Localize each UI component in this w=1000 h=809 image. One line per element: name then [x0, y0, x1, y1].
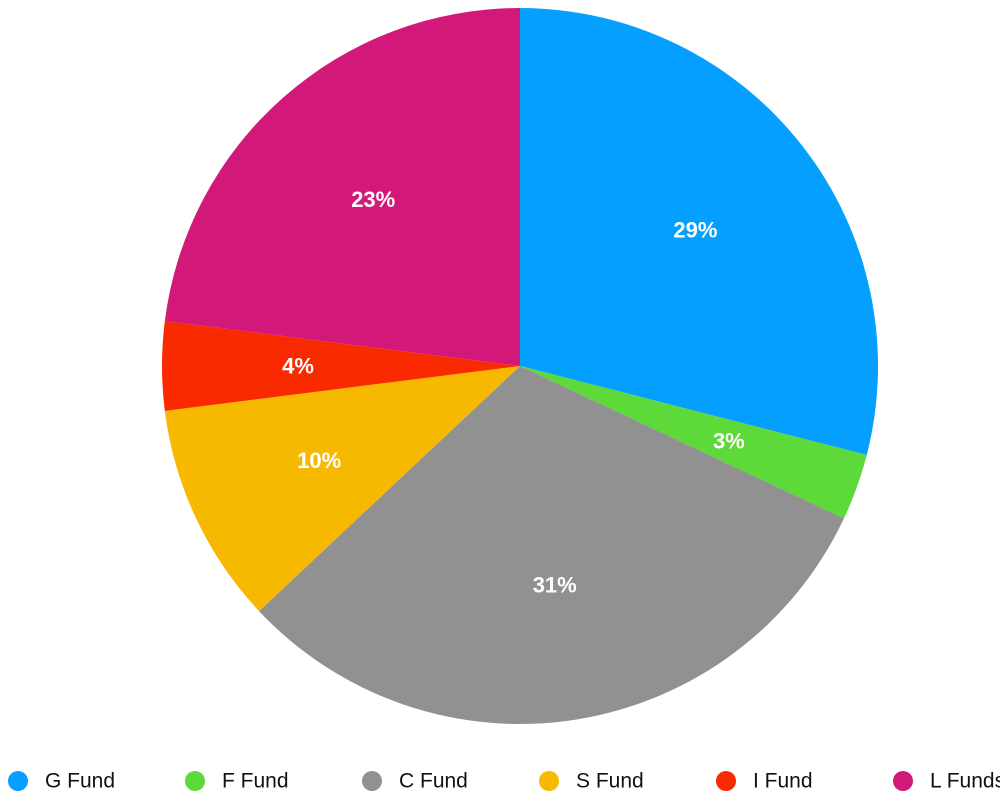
legend: G Fund F Fund C Fund S Fund I Fund L Funds	[8, 770, 1000, 793]
legend-label-l-funds: L Funds	[930, 770, 1000, 793]
pie-slice-label-c-fund: 31%	[533, 573, 577, 598]
legend-item-i-fund: I Fund	[716, 770, 813, 793]
legend-swatch-g-fund	[8, 771, 28, 791]
pie-slice-f-fund	[520, 366, 867, 519]
legend-label-g-fund: G Fund	[45, 770, 115, 793]
legend-item-l-funds: L Funds	[893, 770, 1000, 793]
legend-label-i-fund: I Fund	[753, 770, 813, 793]
pie-slice-l-funds	[164, 8, 520, 366]
pie-slice-label-f-fund: 3%	[713, 429, 745, 454]
pie-slice-label-l-funds: 23%	[351, 187, 395, 212]
pie-labels: 29% 3% 31% 10% 4% 23%	[282, 187, 745, 598]
legend-label-c-fund: C Fund	[399, 770, 468, 793]
legend-label-f-fund: F Fund	[222, 770, 289, 793]
legend-item-c-fund: C Fund	[362, 770, 468, 793]
legend-label-s-fund: S Fund	[576, 770, 644, 793]
pie-slice-i-fund	[162, 321, 520, 411]
pie-slices	[162, 8, 878, 724]
pie-slice-g-fund	[520, 8, 878, 456]
legend-item-g-fund: G Fund	[8, 770, 115, 793]
legend-item-f-fund: F Fund	[185, 770, 289, 793]
legend-swatch-f-fund	[185, 771, 205, 791]
pie-slice-label-i-fund: 4%	[282, 354, 314, 379]
legend-swatch-l-funds	[893, 771, 913, 791]
legend-swatch-s-fund	[539, 771, 559, 791]
legend-swatch-c-fund	[362, 771, 382, 791]
pie-slice-c-fund	[259, 366, 844, 724]
pie-slice-label-s-fund: 10%	[297, 448, 341, 473]
pie-slice-label-g-fund: 29%	[673, 217, 717, 242]
pie-slice-s-fund	[164, 366, 520, 612]
legend-item-s-fund: S Fund	[539, 770, 644, 793]
legend-swatch-i-fund	[716, 771, 736, 791]
